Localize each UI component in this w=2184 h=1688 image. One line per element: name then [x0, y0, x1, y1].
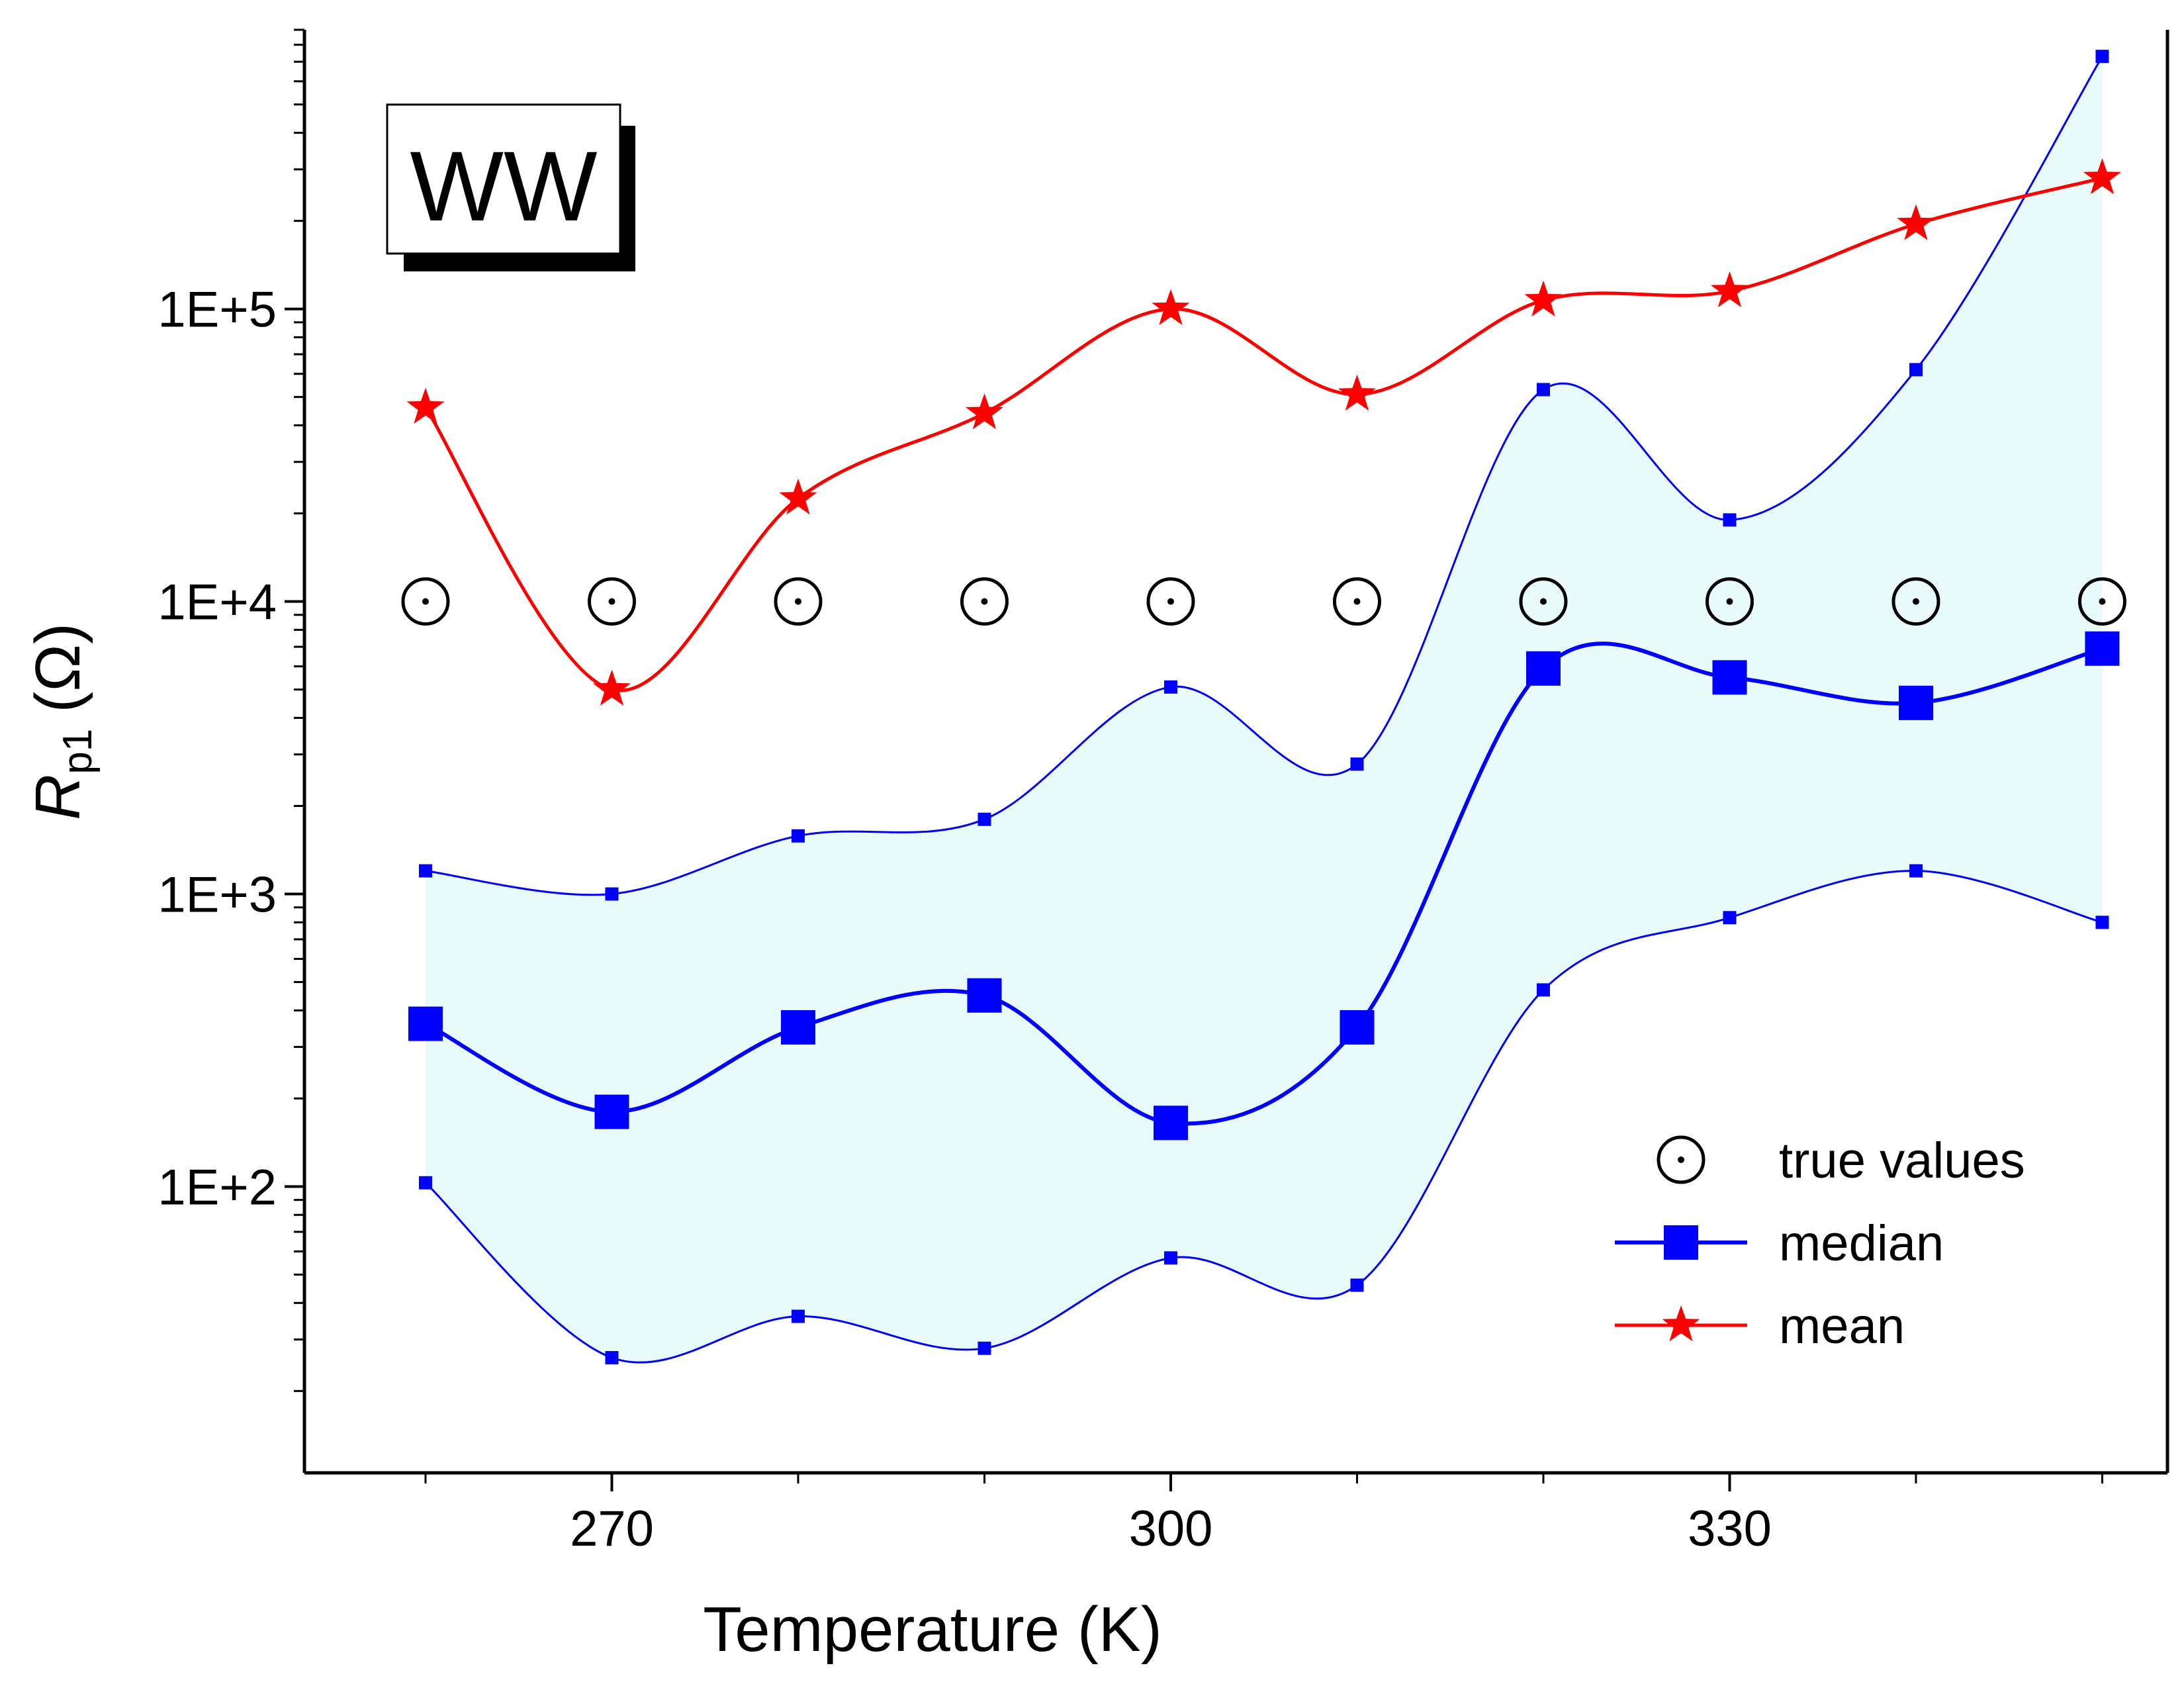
- mean-point-2: [779, 479, 817, 515]
- legend-marker: [1664, 1225, 1698, 1260]
- upper-range-point-6: [1536, 383, 1550, 397]
- x-tick-label: 330: [1688, 1501, 1772, 1557]
- legend-marker: [1657, 1135, 1706, 1184]
- lower-range-point-1: [605, 1350, 619, 1364]
- true-values-point-3: [960, 577, 1009, 626]
- legend-entry-mean: mean: [1615, 1298, 1905, 1354]
- y-axis-title-sub: p1: [55, 729, 101, 774]
- true-values-point-8: [1891, 577, 1940, 626]
- legend-label: mean: [1779, 1298, 1905, 1354]
- median-point-8: [1898, 685, 1933, 720]
- upper-range-point-0: [418, 864, 432, 878]
- marker-layer: [401, 50, 2126, 1364]
- mean-point-5: [1338, 374, 1376, 411]
- median-line: [424, 641, 2103, 1126]
- upper-range-point-9: [2095, 50, 2109, 64]
- y-tick-label: 1E+2: [158, 1159, 277, 1215]
- lower-range-point-5: [1350, 1278, 1364, 1292]
- mean-point-1: [592, 669, 631, 706]
- median-point-0: [408, 1006, 443, 1041]
- mean-point-9: [2083, 158, 2121, 195]
- true-values-point-4: [1146, 577, 1195, 626]
- legend-entry-true-values: true values: [1657, 1133, 2025, 1189]
- y-axis-title-main: R: [23, 774, 93, 820]
- lower-range-point-3: [978, 1341, 991, 1355]
- axis-layer: 270 300 330 1E+2 1E+3 1E+4 1E+5: [158, 28, 2169, 1557]
- annotation-label: WW: [410, 130, 598, 242]
- upper-range-point-1: [605, 887, 619, 901]
- upper-range-point-4: [1163, 680, 1177, 694]
- median-point-3: [967, 978, 1002, 1013]
- x-tick-label: 300: [1129, 1501, 1213, 1557]
- true-values-point-6: [1519, 577, 1568, 626]
- annotation-box: WW: [386, 103, 635, 271]
- band-layer: [426, 56, 2103, 1363]
- mean-point-8: [1897, 204, 1935, 240]
- median-point-6: [1525, 651, 1561, 686]
- x-tick-label: 270: [570, 1501, 654, 1557]
- lower-range-point-8: [1909, 864, 1923, 878]
- mean-point-7: [1710, 271, 1749, 308]
- upper-range-point-7: [1723, 513, 1737, 527]
- mean-point-6: [1524, 280, 1563, 316]
- legend: true values median mean: [1615, 1133, 2025, 1354]
- true-values-point-2: [774, 577, 823, 626]
- median-point-9: [2085, 631, 2120, 666]
- y-axis-title: Rp1 (Ω): [23, 623, 101, 820]
- lower-range-point-7: [1723, 911, 1737, 925]
- upper-range-point-2: [791, 829, 805, 843]
- lower-range-line: [424, 869, 2103, 1364]
- true-values-point-9: [2077, 577, 2126, 626]
- upper-range-point-3: [978, 812, 991, 826]
- lower-range-point-0: [418, 1176, 432, 1190]
- median-point-7: [1712, 660, 1747, 695]
- median-point-4: [1153, 1105, 1188, 1141]
- true-values-point-1: [587, 577, 636, 626]
- legend-entry-median: median: [1615, 1215, 1944, 1272]
- median-point-2: [780, 1010, 815, 1045]
- lower-range-point-6: [1536, 983, 1550, 997]
- legend-marker: [1662, 1305, 1700, 1342]
- legend-label: true values: [1779, 1133, 2025, 1189]
- true-values-point-7: [1705, 577, 1754, 626]
- mean-point-0: [406, 387, 445, 424]
- y-tick-label: 1E+4: [158, 575, 277, 631]
- mean-point-3: [965, 393, 1003, 430]
- range-band: [426, 56, 2103, 1363]
- legend-marker-dot: [1678, 1156, 1684, 1163]
- median-point-5: [1340, 1010, 1375, 1045]
- y-tick-label: 1E+5: [158, 282, 277, 338]
- true-values-point-5: [1332, 577, 1381, 626]
- x-axis-title: Temperature (K): [703, 1594, 1162, 1665]
- mean-line: [424, 176, 2103, 692]
- legend-label: median: [1779, 1215, 1944, 1272]
- upper-range-point-5: [1350, 757, 1364, 771]
- lower-range-point-4: [1163, 1251, 1177, 1265]
- true-values-point-0: [401, 577, 450, 626]
- upper-range-point-8: [1909, 363, 1923, 377]
- median-point-1: [594, 1094, 629, 1129]
- y-axis-title-unit: (Ω): [23, 623, 93, 713]
- y-tick-label: 1E+3: [158, 867, 277, 923]
- mean-point-4: [1152, 289, 1190, 325]
- lower-range-point-2: [791, 1309, 805, 1323]
- lower-range-point-9: [2095, 915, 2109, 929]
